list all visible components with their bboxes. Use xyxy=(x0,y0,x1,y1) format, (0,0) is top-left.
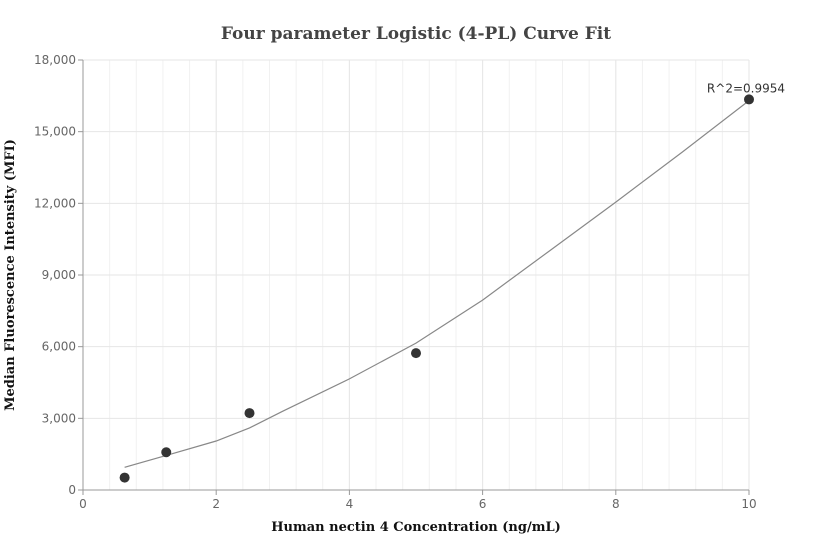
chart-title: Four parameter Logistic (4-PL) Curve Fit xyxy=(221,24,611,44)
y-tick-label: 15,000 xyxy=(34,125,76,139)
y-tick-label: 3,000 xyxy=(42,411,76,425)
x-tick-label: 10 xyxy=(741,497,756,511)
y-tick-label: 12,000 xyxy=(34,196,76,210)
data-point xyxy=(244,408,255,419)
x-tick-label: 6 xyxy=(479,497,487,511)
y-tick-label: 9,000 xyxy=(42,268,76,282)
data-point xyxy=(119,472,130,483)
data-points xyxy=(119,94,754,483)
data-point xyxy=(161,447,172,458)
y-tick-label: 18,000 xyxy=(34,53,76,67)
y-tick-label: 0 xyxy=(68,483,76,497)
x-ticks: 0 2 4 6 8 10 xyxy=(79,490,757,511)
data-point xyxy=(744,94,754,105)
fit-curve xyxy=(124,100,750,468)
fit-curve-group xyxy=(124,100,750,468)
grid xyxy=(82,59,750,491)
y-axis-label: Median Fluorescence Intensity (MFI) xyxy=(3,139,18,411)
y-tick-label: 6,000 xyxy=(42,340,76,354)
y-ticks: 0 3,000 6,000 9,000 12,000 15,000 18,000 xyxy=(34,53,83,497)
x-axis-label: Human nectin 4 Concentration (ng/mL) xyxy=(271,520,561,535)
data-point xyxy=(411,348,421,359)
x-tick-label: 8 xyxy=(612,497,620,511)
x-tick-label: 4 xyxy=(346,497,354,511)
x-tick-label: 2 xyxy=(212,497,220,511)
x-tick-label: 0 xyxy=(79,497,87,511)
r-squared-annotation: R^2=0.9954 xyxy=(707,81,785,95)
